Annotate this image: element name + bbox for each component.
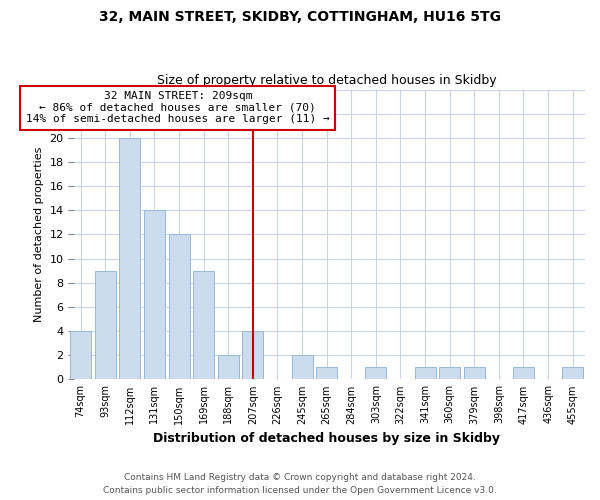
Bar xyxy=(70,331,91,380)
Bar xyxy=(169,234,190,380)
Bar xyxy=(218,356,239,380)
Bar xyxy=(95,270,116,380)
Bar xyxy=(193,270,214,380)
Bar xyxy=(316,368,337,380)
Bar xyxy=(415,368,436,380)
Bar xyxy=(144,210,165,380)
Y-axis label: Number of detached properties: Number of detached properties xyxy=(34,147,44,322)
Bar xyxy=(119,138,140,380)
X-axis label: Distribution of detached houses by size in Skidby: Distribution of detached houses by size … xyxy=(153,432,500,445)
Bar xyxy=(242,331,263,380)
Bar xyxy=(513,368,534,380)
Bar xyxy=(562,368,583,380)
Text: Contains HM Land Registry data © Crown copyright and database right 2024.
Contai: Contains HM Land Registry data © Crown c… xyxy=(103,474,497,495)
Bar xyxy=(365,368,386,380)
Text: 32 MAIN STREET: 209sqm
← 86% of detached houses are smaller (70)
14% of semi-det: 32 MAIN STREET: 209sqm ← 86% of detached… xyxy=(26,91,329,124)
Bar xyxy=(464,368,485,380)
Bar xyxy=(292,356,313,380)
Title: Size of property relative to detached houses in Skidby: Size of property relative to detached ho… xyxy=(157,74,496,87)
Text: 32, MAIN STREET, SKIDBY, COTTINGHAM, HU16 5TG: 32, MAIN STREET, SKIDBY, COTTINGHAM, HU1… xyxy=(99,10,501,24)
Bar xyxy=(439,368,460,380)
